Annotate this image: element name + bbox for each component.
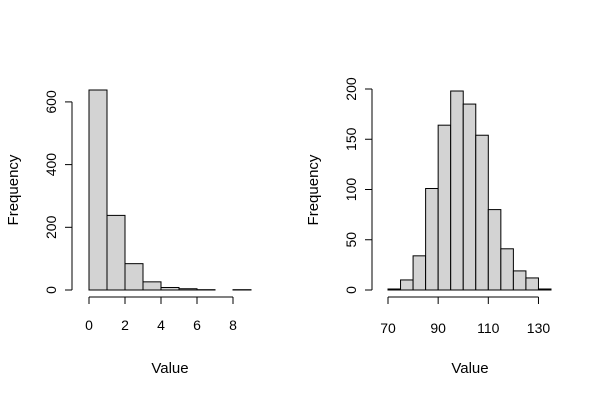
histogram-bar [88,89,108,291]
y-axis-label: Frequency [305,154,322,225]
y-tick-label: 200 [343,77,359,101]
y-tick-label: 200 [43,215,59,239]
histogram-bar [512,270,527,291]
y-tick-label: 150 [343,127,359,151]
histogram-bar [500,248,514,291]
histogram-bar [124,263,144,291]
x-tick-label: 110 [477,320,500,336]
histogram-bar [487,209,502,291]
y-axis-label: Frequency [5,154,22,225]
x-axis-label: Value [451,360,488,377]
right-histogram-panel: 70 90 110 130 0 50 100 150 200 Value Frequency [305,77,552,377]
x-tick-label: 4 [157,317,165,333]
x-tick-label: 70 [380,320,396,336]
x-tick-label: 0 [85,317,93,333]
histogram-bar [437,124,452,291]
y-tick-label: 0 [343,286,359,294]
histogram-bar [475,134,489,291]
x-tick-label: 130 [527,320,551,336]
y-tick-label: 100 [343,178,359,202]
x-axis-label: Value [151,360,188,377]
left-histogram-panel: 0 2 4 6 8 0 200 400 600 Value Frequency [5,89,252,377]
y-tick-label: 600 [43,90,59,114]
histogram-bar [160,286,180,291]
histogram-bar [387,288,402,291]
y-tick-label: 400 [43,153,59,177]
histogram-bar [106,214,126,291]
y-tick-label: 0 [43,286,59,294]
x-tick-label: 2 [121,317,129,333]
y-tick-label: 50 [343,232,359,248]
histogram-bar [425,187,439,291]
histogram-bar [450,90,464,291]
histogram-bar [412,255,427,291]
histogram-bar [400,279,414,291]
histogram-bar [525,277,539,291]
histogram-bar [178,288,198,291]
x-tick-label: 6 [193,317,201,333]
histogram-bar [142,281,162,291]
histogram-bar [537,288,552,291]
x-tick-label: 8 [229,317,237,333]
histogram-bar [462,103,477,291]
x-tick-label: 90 [430,320,446,336]
